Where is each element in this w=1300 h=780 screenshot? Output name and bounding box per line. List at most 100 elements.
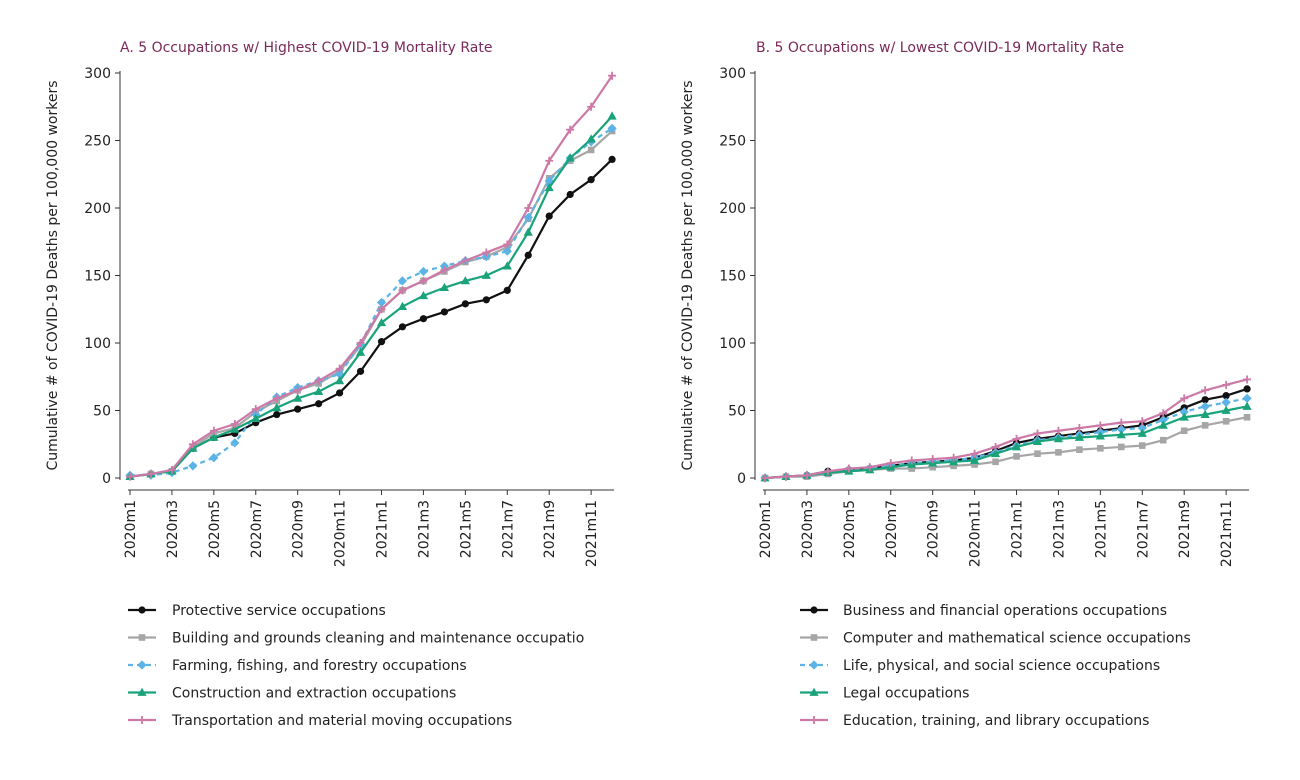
- panel-highest-mortality: A. 5 Occupations w/ Highest COVID-19 Mor…: [45, 40, 617, 729]
- data-point: [1137, 428, 1147, 437]
- data-point: [398, 286, 407, 295]
- data-point: [1222, 392, 1230, 400]
- data-point: [272, 403, 282, 412]
- data-point: [1243, 375, 1252, 384]
- x-tick-label: 2021m5: [458, 500, 474, 558]
- data-point: [950, 462, 957, 470]
- data-point: [1179, 412, 1189, 421]
- data-point: [439, 261, 449, 271]
- data-point: [1221, 397, 1231, 407]
- x-tick-label: 2020m9: [926, 500, 942, 558]
- data-point: [1075, 424, 1084, 433]
- data-point: [188, 461, 198, 471]
- legend-swatch-marker: [138, 634, 146, 641]
- data-point: [355, 347, 366, 356]
- x-tick-label: 2021m5: [1093, 500, 1109, 558]
- data-point: [545, 212, 553, 220]
- data-point: [503, 286, 511, 294]
- x-tick-label: 2020m3: [165, 500, 181, 558]
- y-axis-label: Cumulative # of COVID-19 Deaths per 100,…: [45, 80, 61, 470]
- data-point: [1159, 409, 1168, 418]
- data-point: [1242, 401, 1252, 410]
- data-point: [294, 405, 302, 413]
- x-tick-label: 2020m11: [333, 500, 349, 567]
- data-point: [781, 472, 790, 481]
- data-point: [1055, 449, 1062, 456]
- data-point: [377, 305, 386, 314]
- x-tick-label: 2021m7: [1135, 500, 1151, 558]
- legend-swatch-marker: [810, 634, 818, 641]
- legend-entry-building-and-grounds-cleaning-and-maintenance-occupatio: Building and grounds cleaning and mainte…: [128, 631, 584, 647]
- data-point: [761, 474, 769, 482]
- series-line: [764, 405, 1248, 480]
- data-point: [1222, 418, 1230, 425]
- y-tick-label: 0: [102, 471, 111, 487]
- data-point: [1034, 450, 1041, 457]
- y-tick-label: 300: [719, 66, 746, 82]
- data-point: [566, 190, 574, 199]
- data-point: [865, 463, 874, 472]
- data-point: [844, 464, 853, 473]
- data-point: [1200, 401, 1210, 412]
- x-tick-label: 2020m3: [800, 500, 816, 558]
- data-point: [335, 369, 345, 379]
- y-tick-label: 200: [84, 201, 111, 217]
- data-point: [1243, 385, 1251, 393]
- data-point: [971, 461, 978, 468]
- series-line: [129, 115, 613, 478]
- data-point: [356, 339, 365, 347]
- data-point: [1116, 430, 1126, 439]
- y-tick-label: 150: [719, 269, 746, 285]
- data-point: [1200, 409, 1210, 418]
- y-tick-label: 250: [84, 134, 111, 150]
- data-point: [230, 438, 240, 448]
- data-point: [503, 240, 512, 249]
- data-point: [607, 111, 617, 120]
- data-point: [608, 155, 616, 163]
- legend-label: Education, training, and library occupat…: [843, 713, 1149, 729]
- data-point: [418, 266, 429, 277]
- data-point: [397, 301, 408, 310]
- legend-label: Computer and mathematical science occupa…: [843, 631, 1191, 647]
- legend-entry-life-physical-and-social-science-occupations: Life, physical, and social science occup…: [800, 658, 1160, 674]
- data-point: [440, 308, 448, 316]
- data-point: [1138, 417, 1147, 426]
- x-tick-label: 2020m1: [758, 500, 774, 558]
- y-tick-label: 0: [737, 471, 746, 487]
- x-tick-label: 2021m1: [375, 500, 391, 558]
- x-tick-label: 2021m11: [1219, 500, 1235, 567]
- data-point: [439, 282, 449, 292]
- data-point: [1053, 434, 1064, 443]
- data-point: [1097, 445, 1104, 452]
- y-tick-label: 50: [93, 404, 111, 420]
- series-line: [764, 397, 1248, 480]
- data-point: [1201, 386, 1210, 395]
- legend-label: Farming, fishing, and forestry occupatio…: [172, 658, 467, 674]
- data-point: [586, 134, 596, 143]
- legend-swatch-marker: [138, 606, 146, 614]
- data-point: [482, 296, 490, 304]
- series-line: [764, 378, 1248, 480]
- data-point: [336, 389, 344, 397]
- data-point: [419, 276, 428, 285]
- chart-title: B. 5 Occupations w/ Lowest COVID-19 Mort…: [756, 40, 1124, 56]
- legend-label: Transportation and material moving occup…: [171, 713, 512, 729]
- data-point: [481, 270, 491, 279]
- data-point: [314, 386, 324, 395]
- x-tick-label: 2021m11: [584, 500, 600, 567]
- series-education-training-and-library-occupations: [761, 375, 1252, 482]
- data-point: [545, 156, 554, 165]
- data-point: [461, 300, 469, 308]
- data-point: [970, 449, 979, 458]
- data-point: [188, 440, 197, 449]
- data-point: [823, 467, 832, 476]
- x-tick-label: 2021m7: [500, 500, 516, 558]
- data-point: [1096, 421, 1105, 430]
- data-point: [607, 123, 617, 133]
- data-point: [293, 393, 303, 402]
- data-point: [1095, 431, 1105, 440]
- data-point: [230, 424, 240, 433]
- series-life-physical-and-social-science-occupations: [760, 393, 1252, 483]
- data-point: [990, 448, 1001, 458]
- legend-entry-farming-fishing-and-forestry-occupations: Farming, fishing, and forestry occupatio…: [128, 658, 467, 674]
